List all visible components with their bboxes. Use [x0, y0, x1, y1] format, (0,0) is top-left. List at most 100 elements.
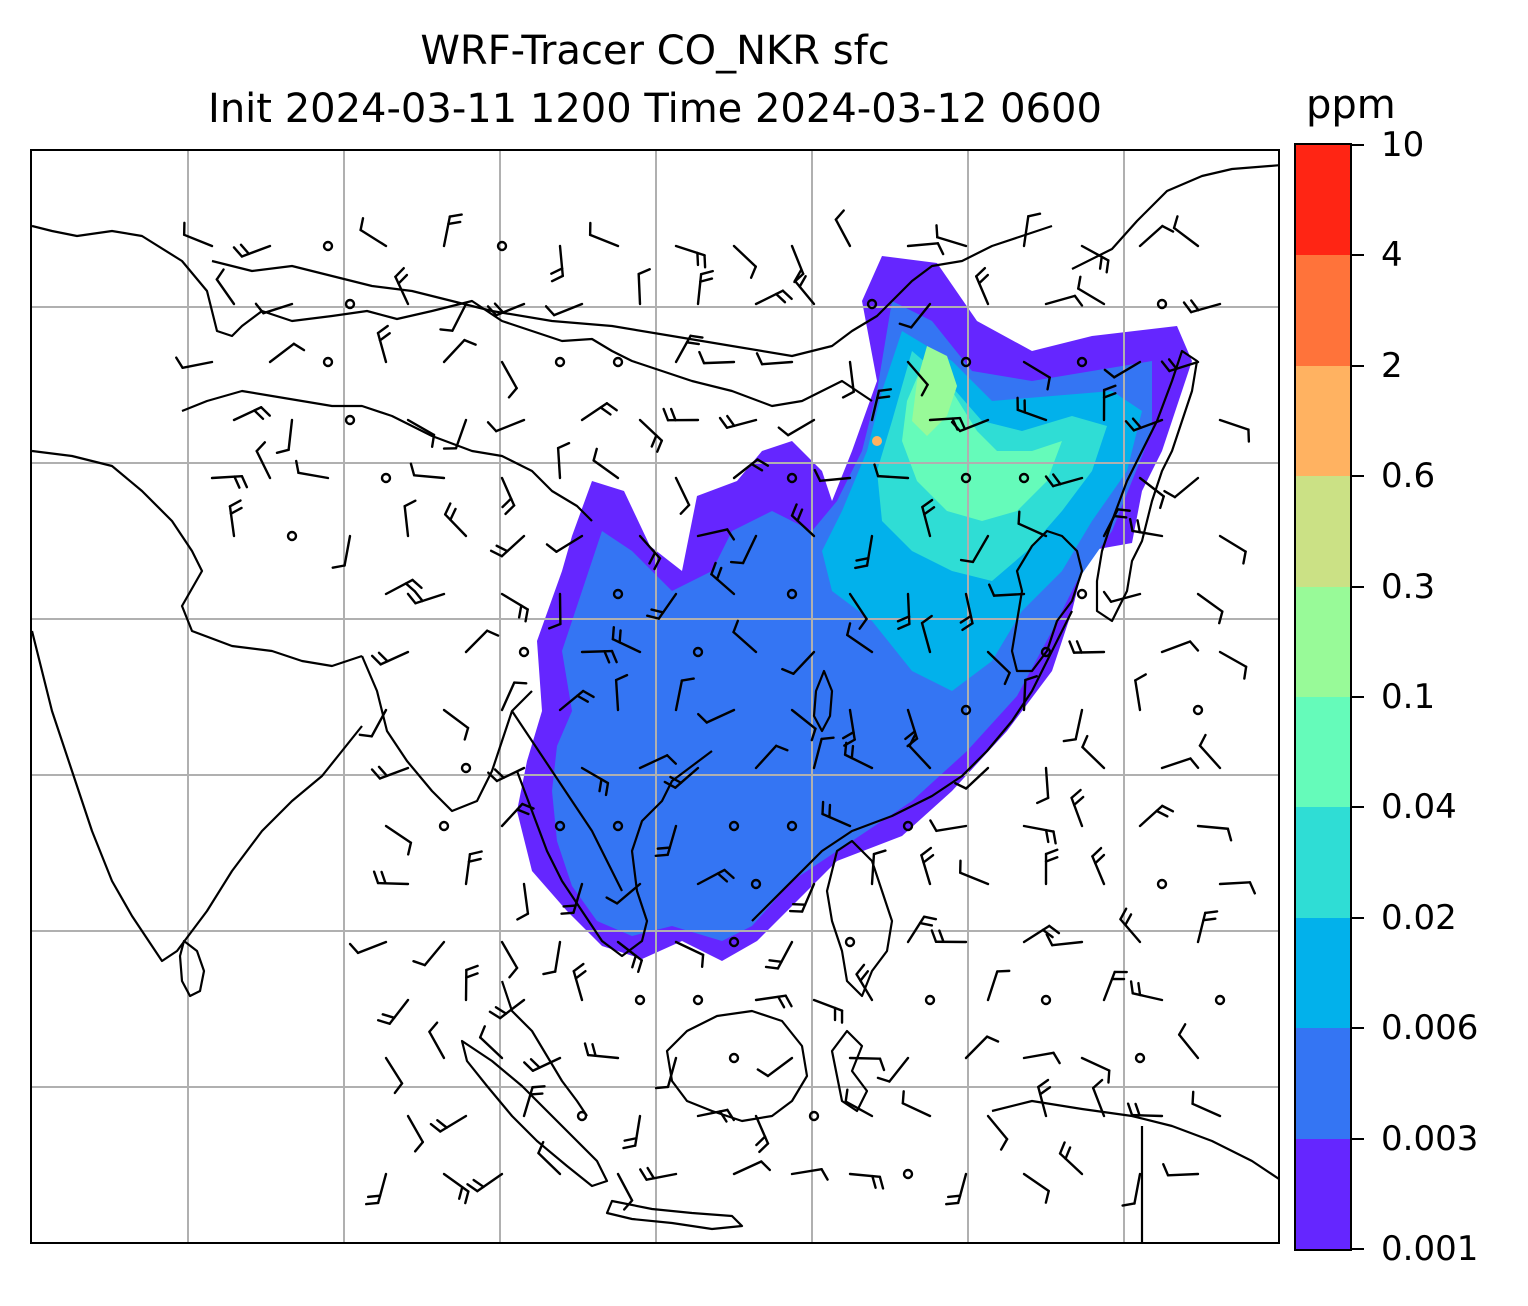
wind-barb [1016, 396, 1048, 422]
wind-barb [588, 221, 620, 248]
wind-barb [654, 824, 678, 858]
co-plume-max [912, 346, 957, 436]
wind-barb [175, 356, 214, 369]
wind-barb [537, 1140, 562, 1176]
colorbar-tick-label: 0.3 [1381, 566, 1436, 607]
wind-barb [1070, 788, 1085, 828]
wind-barb [793, 269, 816, 306]
wind-barb [442, 213, 463, 248]
wind-barb [376, 324, 391, 364]
wind-barbs [175, 209, 1257, 1211]
wind-barb [732, 619, 758, 654]
wind-barb [696, 868, 735, 886]
colorbar-tick-label: 0.003 [1381, 1118, 1479, 1159]
map-panel[interactable] [30, 149, 1280, 1244]
wind-barb [616, 940, 643, 974]
china-coast-outline [32, 224, 873, 408]
wind-barb [696, 708, 736, 724]
wind-barb [556, 441, 571, 480]
wind-barb [945, 1172, 968, 1206]
colorbar [1294, 143, 1352, 1251]
wind-barb [1138, 224, 1175, 248]
japan-islands [1095, 349, 1199, 623]
wind-barb [696, 1108, 736, 1123]
wind-barb [1102, 590, 1142, 603]
wind-barb [489, 534, 526, 558]
colorbar-segment [1296, 365, 1350, 477]
calm-wind-circle [1192, 704, 1204, 716]
wind-barb [500, 940, 519, 979]
wind-barb [920, 614, 933, 654]
wind-barb [466, 1172, 504, 1193]
wind-barb [1062, 708, 1084, 743]
wind-barb [1022, 360, 1051, 391]
calm-wind-circle [322, 356, 334, 368]
wind-barb [1124, 417, 1164, 432]
wind-barb [764, 940, 794, 970]
coastlines [32, 164, 1278, 1242]
wind-barb [674, 940, 705, 969]
wind-barb [698, 350, 736, 365]
wind-barb [500, 802, 535, 828]
wind-barb [646, 592, 678, 620]
wind-barb [384, 1056, 404, 1095]
co-plume-hotspot [872, 436, 882, 446]
calm-wind-circle [1156, 878, 1168, 890]
wind-barb [844, 1088, 874, 1118]
wind-barb [384, 578, 423, 596]
wind-barb [756, 1056, 794, 1078]
wind-barb [1218, 418, 1251, 443]
wind-barb [896, 592, 911, 630]
wind-barb [228, 499, 243, 538]
india-coast [32, 630, 363, 963]
wind-barb [500, 592, 529, 623]
wind-barb [732, 458, 770, 480]
calm-wind-circle [518, 646, 530, 658]
wind-barb [781, 650, 816, 675]
wind-barb [232, 243, 272, 258]
wind-barb [1162, 1163, 1200, 1177]
wind-barb [929, 819, 968, 833]
wind-barb [674, 677, 695, 712]
colorbar-segment [1296, 586, 1350, 697]
calm-wind-circle [344, 298, 356, 310]
wind-barb [696, 528, 736, 541]
wind-barb [428, 1021, 446, 1060]
wind-barb [843, 741, 874, 770]
colorbar-tick-mark [1352, 254, 1364, 257]
wind-barb [545, 534, 584, 553]
colorbar-tick-mark [1352, 916, 1364, 919]
wind-barb [1022, 924, 1061, 944]
wind-barb [1126, 1102, 1164, 1118]
calm-wind-circle [344, 414, 356, 426]
wind-barb [901, 1090, 932, 1118]
wind-barb [638, 754, 677, 770]
wind-barb [1068, 640, 1106, 654]
lat-lon-gridlines [32, 151, 1278, 1242]
wind-barb [384, 824, 413, 856]
wind-barb [516, 882, 530, 921]
wind-barb [754, 744, 789, 770]
wind-barb [394, 267, 410, 306]
calm-wind-circle [1076, 588, 1088, 600]
wind-barb [275, 418, 294, 454]
colorbar-tick-label: 0.1 [1381, 677, 1436, 717]
wind-barb [959, 592, 974, 632]
wind-barb [331, 534, 352, 569]
wind-barb [268, 342, 306, 364]
colorbar-tick-mark [1352, 1137, 1364, 1140]
wind-barb [370, 765, 410, 780]
calm-wind-circle [612, 820, 624, 832]
wind-barb [1138, 476, 1165, 510]
wind-barb [696, 269, 714, 306]
calm-wind-circle [286, 530, 298, 542]
wind-barb [406, 418, 436, 448]
wind-barb [870, 388, 893, 422]
wind-barb [364, 1172, 388, 1206]
calm-wind-circle [960, 356, 972, 368]
calm-wind-circle [1076, 356, 1088, 368]
wind-barb [920, 846, 935, 886]
wind-barb [1103, 360, 1142, 379]
wind-barb [1081, 734, 1106, 770]
wind-barb [674, 476, 691, 515]
